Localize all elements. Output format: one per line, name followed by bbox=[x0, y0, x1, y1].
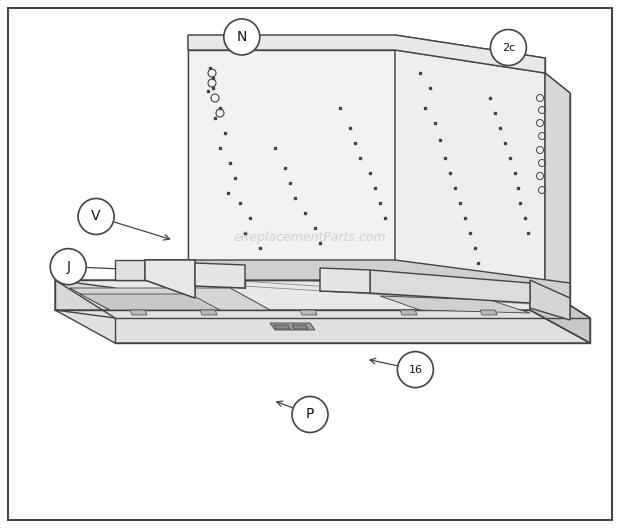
Text: N: N bbox=[237, 30, 247, 44]
Text: P: P bbox=[306, 408, 314, 421]
Polygon shape bbox=[400, 310, 417, 315]
Polygon shape bbox=[370, 270, 530, 303]
Text: eReplacementParts.com: eReplacementParts.com bbox=[234, 231, 386, 244]
Polygon shape bbox=[130, 310, 147, 315]
Polygon shape bbox=[480, 310, 497, 315]
Polygon shape bbox=[188, 50, 395, 280]
Polygon shape bbox=[115, 260, 145, 280]
Polygon shape bbox=[200, 310, 217, 315]
Text: 2c: 2c bbox=[502, 43, 515, 52]
Polygon shape bbox=[530, 280, 590, 343]
Circle shape bbox=[224, 19, 260, 55]
Polygon shape bbox=[545, 73, 570, 318]
Polygon shape bbox=[380, 296, 530, 313]
Polygon shape bbox=[145, 260, 195, 298]
Polygon shape bbox=[145, 260, 570, 298]
Polygon shape bbox=[530, 280, 570, 320]
Circle shape bbox=[292, 397, 328, 432]
Polygon shape bbox=[292, 325, 308, 329]
Circle shape bbox=[78, 199, 114, 234]
Circle shape bbox=[490, 30, 526, 65]
Circle shape bbox=[397, 352, 433, 388]
Polygon shape bbox=[300, 310, 317, 315]
Text: V: V bbox=[91, 210, 101, 223]
Polygon shape bbox=[55, 280, 115, 318]
Polygon shape bbox=[145, 260, 195, 298]
Polygon shape bbox=[55, 310, 590, 343]
Polygon shape bbox=[195, 263, 245, 288]
Polygon shape bbox=[274, 325, 290, 329]
Polygon shape bbox=[320, 268, 370, 293]
Text: 16: 16 bbox=[409, 365, 422, 374]
Polygon shape bbox=[80, 294, 220, 310]
Circle shape bbox=[50, 249, 86, 285]
Polygon shape bbox=[270, 323, 315, 330]
Text: J: J bbox=[66, 260, 70, 274]
Polygon shape bbox=[55, 280, 590, 318]
Polygon shape bbox=[70, 288, 270, 310]
Polygon shape bbox=[188, 35, 545, 73]
Polygon shape bbox=[395, 50, 545, 303]
